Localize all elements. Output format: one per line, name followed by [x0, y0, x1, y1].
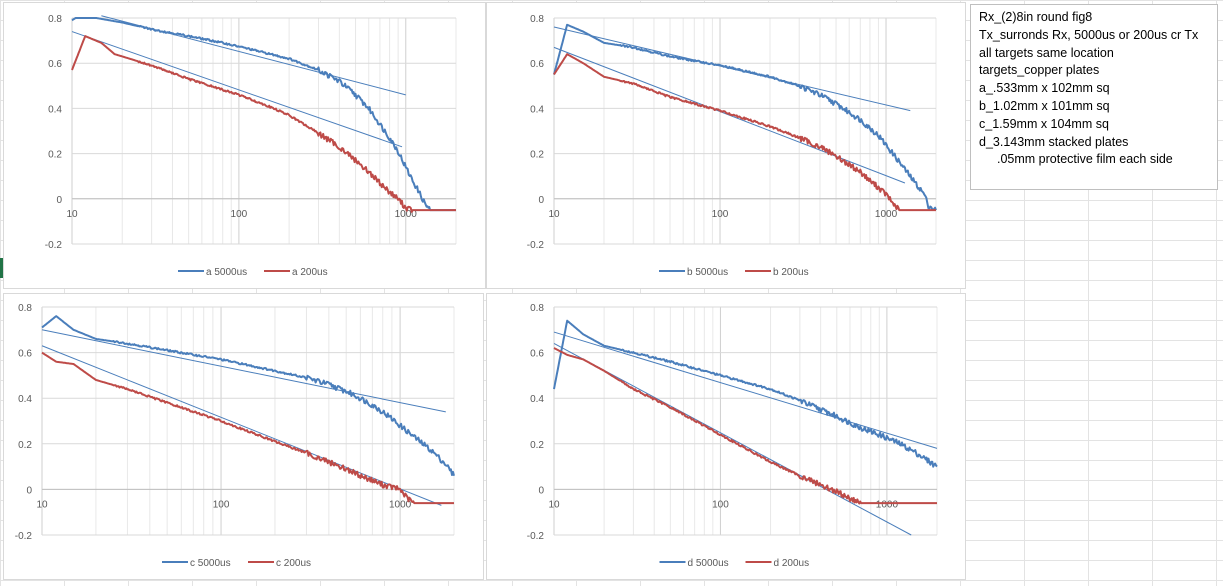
y-tick-label: 0.2: [18, 440, 32, 451]
y-tick-label: 0: [538, 195, 544, 206]
y-tick-label: -0.2: [527, 531, 545, 542]
series-line-200us: [41, 351, 454, 505]
chart-d-svg: 0.8 0.6 0.4 0.2 0 -0.2 10 100 1000 d 5000us d 200u…: [527, 303, 938, 569]
legend-label: a 5000us: [206, 267, 247, 278]
notes-line: a_.533mm x 102mm sq: [979, 81, 1110, 96]
chart-c[interactable]: 0.8 0.6 0.4 0.2 0 -0.2 10 100 1000 c 5000us c 200u…: [3, 293, 484, 580]
chart-d[interactable]: 0.8 0.6 0.4 0.2 0 -0.2 10 100 1000 d 5000us d 200u…: [486, 293, 966, 580]
notes-line: Rx_(2)8in round fig8: [979, 10, 1093, 24]
y-tick-label: 0.8: [530, 303, 544, 314]
y-tick-label: 0.6: [530, 349, 544, 360]
x-tick-label: 10: [36, 499, 48, 510]
y-tick-label: 0.6: [48, 59, 62, 70]
y-tick-label: 0.4: [18, 394, 32, 405]
y-tick-label: 0.4: [48, 104, 62, 115]
y-tick-label: 0.2: [48, 150, 62, 161]
y-tick-label: 0.8: [48, 14, 62, 25]
x-tick-label: 10: [66, 209, 78, 220]
notes-line-indented: .05mm protective film each side: [997, 152, 1173, 167]
y-tick-label: 0.6: [18, 349, 32, 360]
legend-label: d 200us: [774, 558, 810, 569]
trendline: [553, 343, 912, 536]
y-tick-label: 0.4: [530, 104, 544, 115]
notes-textbox[interactable]: Rx_(2)8in round fig8 Tx_surronds Rx, 500…: [970, 4, 1218, 190]
series-line-200us: [71, 35, 457, 213]
y-tick-label: 0.8: [18, 303, 32, 314]
legend-label: c 5000us: [190, 558, 231, 569]
x-tick-label: 100: [712, 209, 729, 220]
series-line-5000us: [553, 319, 938, 468]
x-tick-label: 100: [712, 499, 729, 510]
chart-b[interactable]: 0.8 0.6 0.4 0.2 0 -0.2 10 100 1000 b 5000us b 200u…: [486, 2, 966, 289]
chart-c-svg: 0.8 0.6 0.4 0.2 0 -0.2 10 100 1000 c 5000us c 200u…: [15, 303, 455, 569]
series-line-5000us: [553, 23, 937, 211]
legend-label: b 200us: [773, 267, 809, 278]
series-line-200us: [553, 53, 937, 212]
x-tick-label: 10: [548, 499, 560, 510]
notes-line: targets_copper plates: [979, 63, 1100, 78]
cell-selection-marker: [0, 258, 3, 278]
y-tick-label: 0.2: [530, 150, 544, 161]
trendline: [41, 329, 446, 413]
x-tick-label: 1000: [876, 499, 899, 510]
notes-line: b_1.02mm x 101mm sq: [979, 98, 1110, 113]
x-tick-label: 10: [548, 209, 560, 220]
y-tick-label: 0.8: [530, 14, 544, 25]
y-tick-label: 0.2: [530, 440, 544, 451]
y-tick-label: -0.2: [15, 531, 33, 542]
y-tick-label: -0.2: [527, 240, 545, 251]
series-line-5000us: [41, 315, 455, 476]
y-tick-label: 0: [538, 485, 544, 496]
trendline: [41, 345, 442, 506]
notes-line: Tx_surronds Rx, 5000us or 200us cr Tx: [979, 27, 1199, 42]
y-tick-label: -0.2: [45, 240, 63, 251]
legend-label: b 5000us: [687, 267, 728, 278]
x-tick-label: 1000: [875, 209, 898, 220]
chart-a[interactable]: 0.8 0.6 0.4 0.2 0 -0.2 10 100 1000 a 5000us a 200u…: [3, 2, 486, 289]
x-tick-label: 100: [231, 209, 248, 220]
legend-label: a 200us: [292, 267, 328, 278]
notes-line: c_1.59mm x 104mm sq: [979, 116, 1109, 131]
series-line-5000us: [71, 17, 457, 212]
chart-b-svg: 0.8 0.6 0.4 0.2 0 -0.2 10 100 1000 b 5000us b 200u…: [527, 14, 937, 278]
legend-label: d 5000us: [688, 558, 729, 569]
y-tick-label: 0.6: [530, 59, 544, 70]
legend-label: c 200us: [276, 558, 311, 569]
series-line-200us: [553, 347, 938, 505]
trendline: [553, 331, 938, 449]
notes-line: d_3.143mm stacked plates: [979, 134, 1129, 149]
y-tick-label: 0: [56, 195, 62, 206]
y-tick-label: 0.4: [530, 394, 544, 405]
notes-line: all targets same location: [979, 45, 1114, 60]
chart-a-svg: 0.8 0.6 0.4 0.2 0 -0.2 10 100 1000 a 5000us a 200u…: [45, 14, 457, 278]
x-tick-label: 1000: [395, 209, 418, 220]
x-tick-label: 1000: [389, 499, 412, 510]
trendline: [71, 31, 403, 148]
y-tick-label: 0: [26, 485, 32, 496]
trendline: [553, 26, 911, 112]
x-tick-label: 100: [213, 499, 230, 510]
